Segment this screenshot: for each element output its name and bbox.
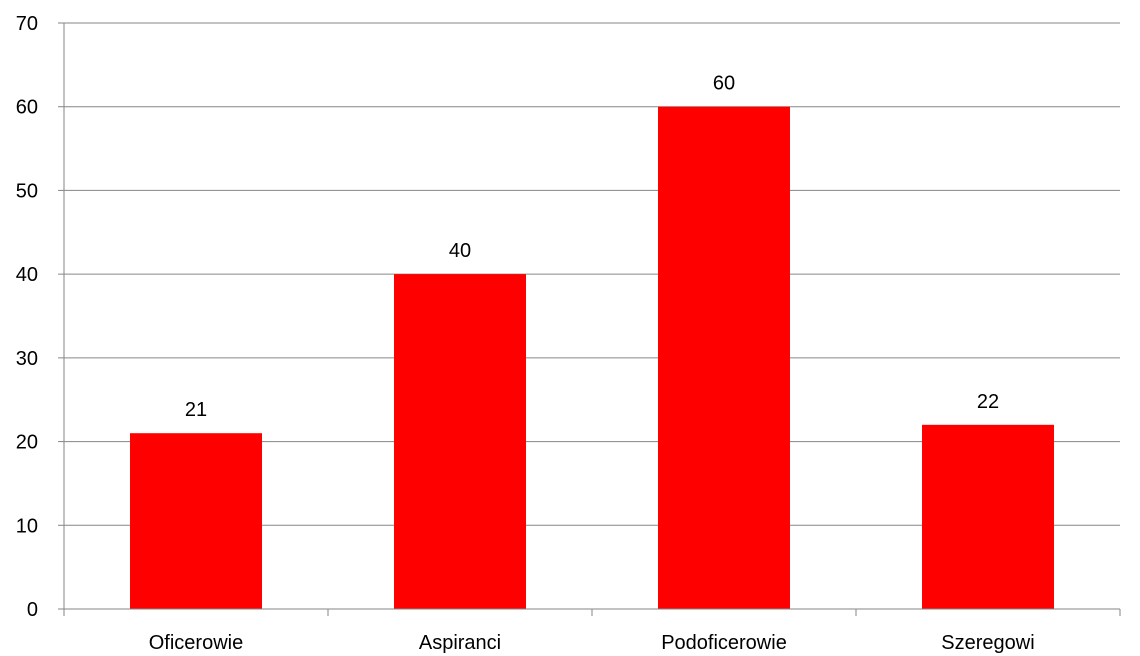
y-tick-label: 30 — [16, 348, 38, 370]
y-tick-label: 70 — [16, 13, 38, 35]
x-category-label: Podoficerowie — [661, 632, 787, 654]
data-labels: 21 40 60 22 — [185, 73, 999, 421]
y-tick-label: 0 — [27, 599, 38, 621]
x-category-label: Szeregowi — [941, 632, 1034, 654]
x-category-label: Aspiranci — [419, 632, 501, 654]
y-tick-label: 50 — [16, 180, 38, 202]
y-tick-label: 20 — [16, 432, 38, 454]
bar — [658, 106, 790, 609]
data-label: 60 — [713, 73, 735, 95]
x-category-label: Oficerowie — [149, 632, 243, 654]
bar — [394, 274, 526, 609]
y-axis: 0 10 20 30 40 50 60 70 — [16, 13, 65, 621]
bar — [922, 424, 1054, 609]
data-label: 22 — [977, 391, 999, 413]
x-axis: Oficerowie Aspiranci Podoficerowie Szeregow… — [63, 608, 1121, 654]
y-tick-label: 40 — [16, 264, 38, 286]
y-tick-label: 10 — [16, 515, 38, 537]
y-tick-label: 60 — [16, 97, 38, 119]
bars — [130, 106, 1054, 609]
data-label: 21 — [185, 399, 207, 421]
data-label: 40 — [449, 240, 471, 262]
bar — [130, 433, 262, 609]
